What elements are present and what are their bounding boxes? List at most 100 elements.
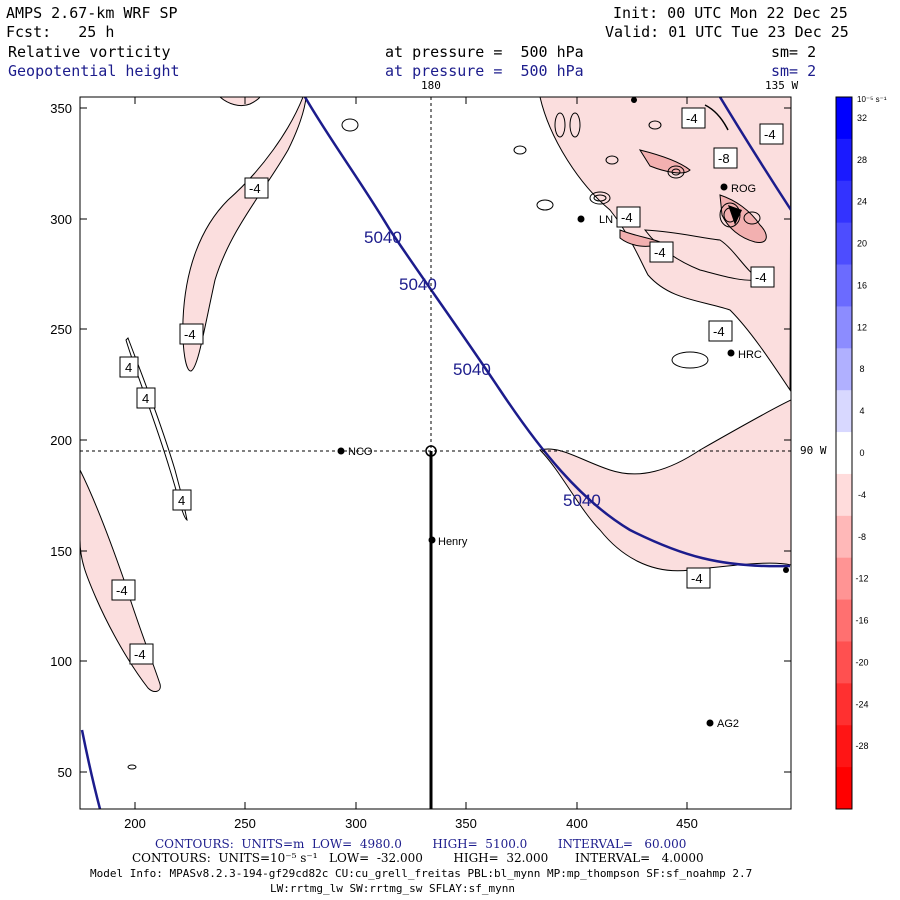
colorbar-tick-label: -20 — [855, 657, 868, 667]
colorbar-frame — [835, 96, 853, 810]
height-label: 5040 — [399, 275, 437, 294]
colorbar-tick-label: 12 — [857, 322, 867, 332]
station-label-ln: LN — [599, 214, 613, 226]
colorbar-tick-label: 16 — [857, 280, 867, 290]
y-tick-label: 100 — [50, 654, 72, 669]
colorbar-block — [836, 306, 852, 349]
station-marker-rog — [720, 183, 728, 191]
x-tick-labels: 200 250 300 350 400 450 — [124, 816, 698, 831]
station-marker-edge — [631, 97, 637, 103]
station-label-hrc: HRC — [738, 349, 762, 361]
vorticity-label: 4 — [125, 360, 132, 375]
colorbar-block — [836, 683, 852, 726]
station-label-henry: Henry — [438, 536, 468, 548]
vorticity-label: -4 — [116, 583, 128, 598]
ice-feature — [728, 205, 742, 225]
y-tick-label: 200 — [50, 433, 72, 448]
colorbar-tick-label: -24 — [855, 699, 868, 709]
station-marker-edge — [783, 567, 789, 573]
colorbar-tick-label: 32 — [857, 113, 867, 123]
vorticity-label: -4 — [755, 270, 767, 285]
vorticity-label: 4 — [178, 493, 185, 508]
colorbar: 10⁻⁵ s⁻¹ 32 28 24 20 16 12 8 4 0 -4 -8 -12 -16 -20 -24… — [835, 95, 887, 810]
colorbar-block — [836, 557, 852, 601]
height-contour-labels: 5040 5040 5040 5040 — [364, 228, 601, 510]
station-marker-ln — [577, 215, 585, 223]
colorbar-tick-labels: 32 28 24 20 16 12 8 4 0 -4 -8 -12 -16 -20 -24 -28 — [855, 113, 868, 751]
south-pole-marker — [425, 445, 437, 457]
x-tick-label: 200 — [124, 816, 146, 831]
field2-smooth: sm= 2 — [771, 62, 817, 80]
map-frame — [79, 96, 792, 810]
station-marker-henry — [428, 536, 436, 544]
colorbar-block — [836, 138, 852, 182]
station-label-nco: NCO — [348, 446, 373, 458]
contours-vorticity-info: CONTOURS: UNITS=10⁻⁵ s⁻¹ LOW= -32.000 HI… — [132, 851, 704, 865]
station-marker-ag2 — [706, 719, 714, 727]
colorbar-tick-label: 4 — [859, 406, 864, 416]
vorticity-label: -4 — [713, 324, 725, 339]
vorticity-label: -4 — [134, 647, 146, 662]
colorbar-block — [836, 473, 852, 517]
stations: NCO Henry AG2 HRC ROG LN — [337, 97, 789, 730]
field2-name: Geopotential height — [8, 62, 180, 80]
colorbar-tick-label: 24 — [857, 197, 867, 207]
colorbar-tick-label: 0 — [859, 448, 864, 458]
colorbar-tick-label: 8 — [859, 364, 864, 374]
vorticity-regions — [80, 97, 791, 692]
colorbar-tick-label: -16 — [855, 616, 868, 626]
station-label-ag2: AG2 — [717, 718, 739, 730]
coastline — [704, 104, 729, 131]
vorticity-label: -4 — [691, 571, 703, 586]
meridian-label-135w: 135 W — [765, 79, 799, 92]
station-label-rog: ROG — [731, 183, 756, 195]
x-tick-label: 350 — [455, 816, 477, 831]
height-contours — [80, 97, 791, 809]
meridian-label-180: 180 — [421, 79, 441, 92]
colorbar-tick-label: -28 — [855, 741, 868, 751]
colorbar-block — [836, 264, 852, 307]
y-tick-label: 300 — [50, 212, 72, 227]
init-time: Init: 00 UTC Mon 22 Dec 25 — [613, 4, 848, 22]
model-title: AMPS 2.67-km WRF SP — [6, 4, 178, 22]
y-tick-label: 150 — [50, 544, 72, 559]
height-label: 5040 — [453, 360, 491, 379]
coastal-noise-contours — [127, 112, 761, 770]
vorticity-contour-labels: -4 -4 -4 -4 -4 -4 -8 -4 -4 -4 -4 4 4 4 -… — [111, 107, 784, 665]
x-tick-label: 450 — [676, 816, 698, 831]
forecast-hour: Fcst: 25 h — [6, 23, 115, 41]
height-label: 5040 — [563, 491, 601, 510]
colorbar-tick-label: -4 — [858, 490, 866, 500]
colorbar-block — [836, 348, 852, 391]
y-tick-label: 350 — [50, 101, 72, 116]
vorticity-label: -4 — [184, 327, 196, 342]
model-info-line2: LW:rrtmg_lw SW:rrtmg_sw SFLAY:sf_mynn — [270, 882, 516, 895]
vorticity-label: -4 — [249, 181, 261, 196]
height-label: 5040 — [364, 228, 402, 247]
station-marker-hrc — [727, 349, 735, 357]
colorbar-block — [836, 222, 852, 266]
field1-level: at pressure = 500 hPa — [385, 43, 584, 61]
colorbar-tick-label: 20 — [857, 239, 867, 249]
y-tick-label: 50 — [58, 765, 72, 780]
vorticity-label: -4 — [654, 245, 666, 260]
field1-smooth: sm= 2 — [771, 43, 817, 61]
colorbar-block — [836, 515, 852, 559]
colorbar-block — [836, 767, 852, 810]
contours-height-info: CONTOURS: UNITS=m LOW= 4980.0 HIGH= 5100… — [155, 837, 687, 851]
colorbar-block — [836, 725, 852, 768]
field2-level: at pressure = 500 hPa — [385, 62, 584, 80]
colorbar-tick-label: -8 — [858, 532, 866, 542]
colorbar-block — [836, 390, 852, 433]
colorbar-block — [836, 180, 852, 224]
y-tick-label: 250 — [50, 322, 72, 337]
field1-name: Relative vorticity — [8, 43, 171, 61]
axis-ticks — [80, 97, 791, 809]
colorbar-block — [836, 97, 852, 140]
vorticity-label: 4 — [142, 391, 149, 406]
vorticity-label: -4 — [764, 127, 776, 142]
model-info: Model Info: MPASv8.2.3-194-gf29cd82c CU:… — [90, 867, 753, 880]
colorbar-tick-label: -12 — [855, 574, 868, 584]
colorbar-blocks — [836, 97, 852, 810]
x-tick-label: 300 — [345, 816, 367, 831]
